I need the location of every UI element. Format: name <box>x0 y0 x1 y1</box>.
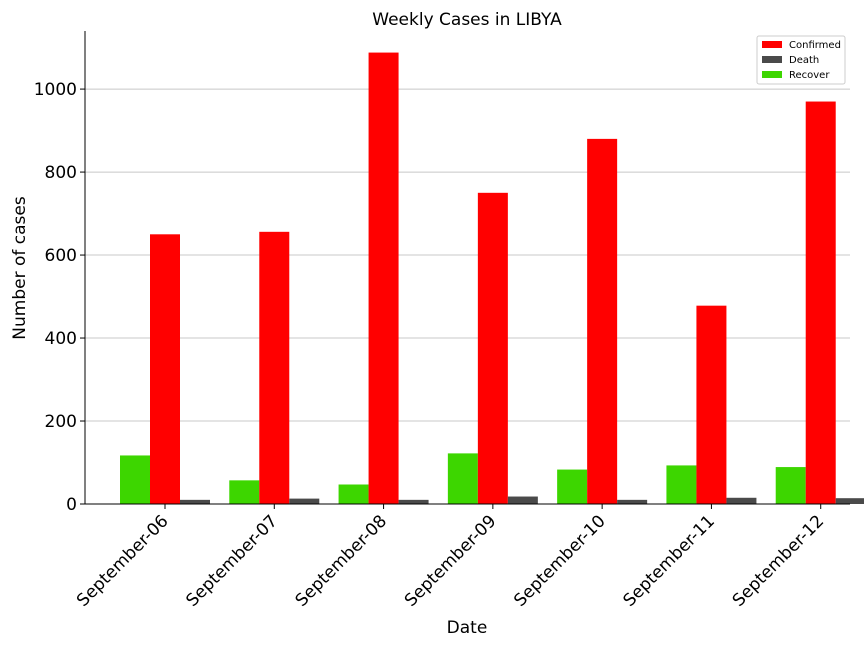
x-tick-labels: September-06 September-07 September-08 Sept… <box>73 504 828 611</box>
bar-recover <box>447 453 478 504</box>
bar-recover <box>666 465 697 504</box>
legend-swatch-death <box>762 56 782 63</box>
bar-death <box>398 499 429 504</box>
bar-confirmed <box>259 231 290 504</box>
legend: Confirmed Death Recover <box>756 35 846 85</box>
bar-confirmed <box>805 101 836 504</box>
y-tick-label: 400 <box>45 329 77 349</box>
bar-recover <box>775 467 806 504</box>
bar-death <box>726 497 757 504</box>
y-tick-label: 0 <box>66 495 77 515</box>
bar-death <box>617 499 648 504</box>
legend-label-confirmed: Confirmed <box>789 40 841 51</box>
x-axis-label: Date <box>447 618 488 638</box>
legend-label-recover: Recover <box>789 70 830 81</box>
grid-lines <box>85 88 850 422</box>
x-tick-label: September-09 <box>401 511 500 610</box>
y-tick-label: 800 <box>45 163 77 183</box>
y-tick-label: 200 <box>45 412 77 432</box>
bar-death <box>289 498 320 504</box>
x-tick-label: September-08 <box>292 511 391 610</box>
axes <box>84 31 850 505</box>
bar-recover <box>229 480 260 504</box>
bar-death <box>507 496 538 504</box>
y-axis-label: Number of cases <box>10 196 30 340</box>
bar-death <box>180 499 210 504</box>
x-tick-label: September-11 <box>620 511 719 610</box>
bar-recover <box>338 484 369 504</box>
x-tick-label: September-07 <box>182 511 281 610</box>
bars <box>120 52 864 505</box>
bar-confirmed <box>368 52 399 504</box>
y-tick-labels: 0 200 400 600 800 1000 <box>34 80 85 515</box>
chart-title: Weekly Cases in LIBYA <box>372 10 562 30</box>
x-tick-label: September-10 <box>510 511 609 610</box>
bar-recover <box>557 469 588 504</box>
x-tick-label: September-12 <box>729 511 828 610</box>
bar-confirmed <box>587 138 618 504</box>
bar-confirmed <box>696 305 727 504</box>
legend-swatch-recover <box>762 71 782 78</box>
x-tick-label: September-06 <box>73 511 172 610</box>
bar-death <box>835 498 864 504</box>
y-tick-label: 1000 <box>34 80 77 100</box>
legend-label-death: Death <box>789 55 819 66</box>
bar-confirmed <box>477 192 508 504</box>
bar-confirmed <box>150 234 180 505</box>
bar-recover <box>120 455 150 504</box>
legend-swatch-confirmed <box>762 41 782 48</box>
y-tick-label: 600 <box>45 246 77 266</box>
